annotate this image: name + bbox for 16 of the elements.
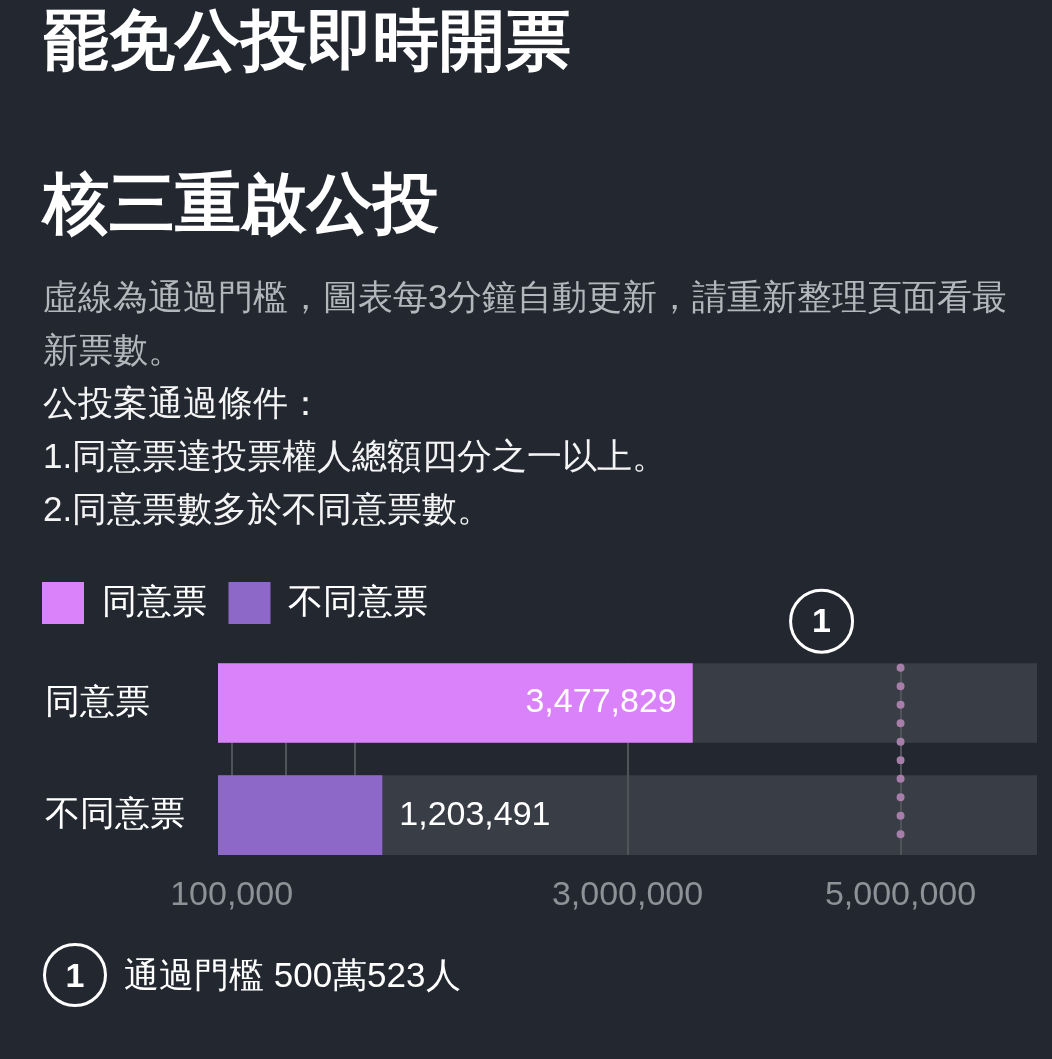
legend-label: 同意票 (101, 580, 207, 620)
chart-title: 罷免公投即時開票 (43, 2, 571, 79)
text: 1.同意票達投票權人總額四分之一以上。 (43, 435, 669, 477)
text: 1 (812, 600, 832, 639)
text: 公投案通過條件： (43, 382, 324, 424)
data-label: 3,477,829 (525, 681, 677, 720)
text: 2.同意票數多於不同意票數。 (43, 488, 494, 530)
number-badge: 1 (43, 943, 107, 1007)
chart-subtitle: 核三重啟公投 (43, 165, 439, 242)
x-tick-label: 5,000,000 (824, 873, 977, 912)
legend-label: 不同意票 (288, 580, 428, 620)
x-tick-label: 3,000,000 (551, 873, 704, 912)
text: 虛線為通過門檻，圖表每3分鐘自動更新，請重新整理頁面看最新票數。 (43, 276, 1009, 371)
x-tick-label: 100,000 (170, 873, 294, 912)
data-label: 1,203,491 (399, 793, 551, 832)
text: 通過門檻 500萬523人 (124, 953, 461, 996)
